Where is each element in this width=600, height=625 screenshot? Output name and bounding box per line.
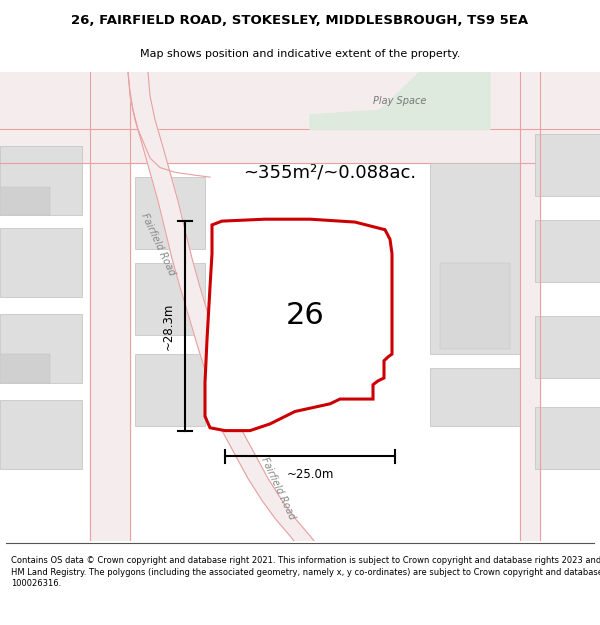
Bar bbox=[0, 314, 82, 382]
Bar bbox=[135, 263, 205, 335]
Bar bbox=[0, 146, 82, 216]
Text: Play Space: Play Space bbox=[373, 96, 427, 106]
Polygon shape bbox=[90, 72, 130, 541]
Text: Contains OS data © Crown copyright and database right 2021. This information is : Contains OS data © Crown copyright and d… bbox=[11, 556, 600, 588]
Bar bbox=[0, 187, 50, 216]
Bar bbox=[0, 354, 50, 382]
Text: 26, FAIRFIELD ROAD, STOKESLEY, MIDDLESBROUGH, TS9 5EA: 26, FAIRFIELD ROAD, STOKESLEY, MIDDLESBR… bbox=[71, 14, 529, 27]
Bar bbox=[430, 162, 520, 354]
Bar bbox=[135, 354, 205, 426]
Polygon shape bbox=[520, 72, 540, 541]
Text: Map shows position and indicative extent of the property.: Map shows position and indicative extent… bbox=[140, 49, 460, 59]
Bar bbox=[0, 228, 82, 297]
Bar bbox=[430, 368, 520, 426]
Bar bbox=[535, 134, 600, 196]
Bar bbox=[0, 400, 82, 469]
Bar bbox=[535, 407, 600, 469]
Bar bbox=[535, 220, 600, 282]
Polygon shape bbox=[310, 72, 490, 129]
Polygon shape bbox=[222, 431, 355, 593]
Bar bbox=[135, 177, 205, 249]
Polygon shape bbox=[0, 129, 600, 162]
Bar bbox=[440, 263, 510, 349]
Text: ~28.3m: ~28.3m bbox=[162, 302, 175, 349]
Polygon shape bbox=[128, 72, 242, 431]
Text: Fairfield Road: Fairfield Road bbox=[139, 211, 177, 277]
Polygon shape bbox=[90, 72, 130, 541]
Polygon shape bbox=[0, 72, 600, 129]
Text: ~25.0m: ~25.0m bbox=[286, 468, 334, 481]
Bar bbox=[535, 316, 600, 378]
Text: 26: 26 bbox=[286, 301, 325, 331]
Text: ~355m²/~0.088ac.: ~355m²/~0.088ac. bbox=[244, 163, 416, 181]
Polygon shape bbox=[205, 219, 392, 431]
Text: Fairfield Road: Fairfield Road bbox=[259, 455, 297, 521]
